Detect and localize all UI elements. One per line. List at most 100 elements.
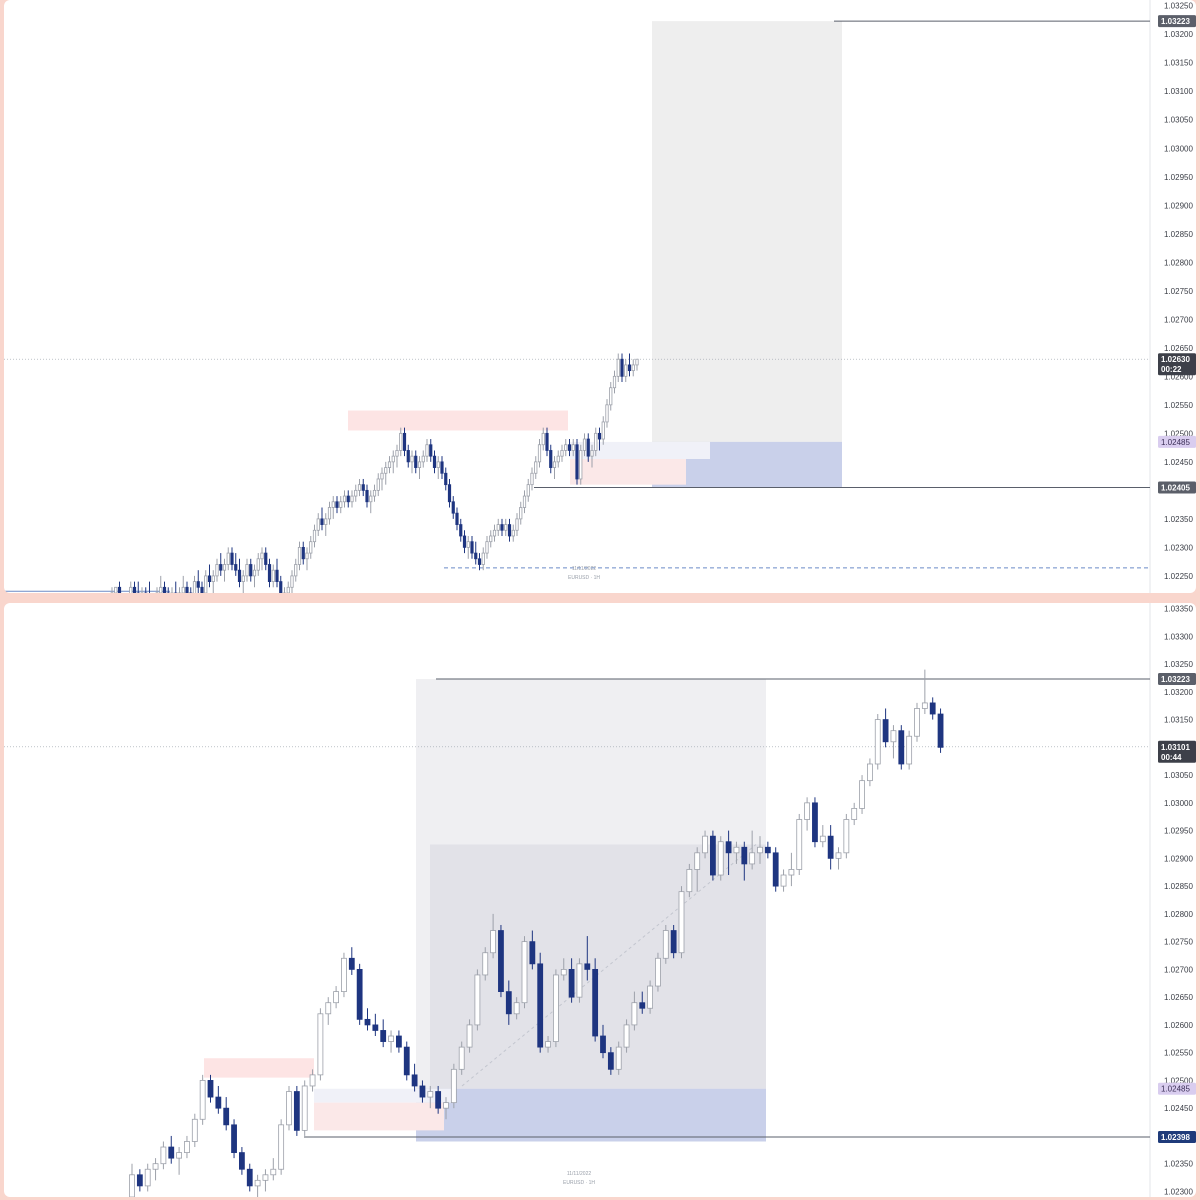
candle-bullish [609, 382, 613, 411]
candle-body [447, 484, 452, 503]
candle-body [278, 1124, 285, 1170]
candle-body [136, 1174, 143, 1187]
candle-body [162, 586, 167, 593]
candle-body [129, 1174, 135, 1197]
candle-body [267, 564, 272, 582]
candle-body [435, 1091, 442, 1109]
candle-bullish [159, 575, 163, 593]
candle-body [192, 581, 197, 593]
candle-body [199, 1080, 206, 1120]
price-tick-label: 1.02850 [1164, 230, 1193, 239]
candle-body [655, 957, 661, 987]
candle-bearish [293, 1085, 300, 1136]
candle-bearish [364, 1008, 371, 1031]
candle-bullish [282, 587, 287, 593]
candle-body [356, 968, 363, 1020]
candle-bullish [576, 958, 583, 1003]
candle-body [505, 991, 512, 1015]
candle-body [168, 1146, 175, 1159]
candle-bullish [286, 581, 290, 593]
candle-body [579, 450, 583, 480]
candle-bearish [772, 847, 779, 892]
candle-bearish [200, 581, 204, 593]
candle-bearish [414, 450, 418, 474]
candle-body [350, 495, 354, 503]
candle-body [309, 541, 313, 554]
candle-bearish [365, 484, 369, 508]
candle-body [843, 819, 850, 854]
candle-bullish [605, 399, 609, 428]
candle-body [470, 541, 474, 554]
candle-body [481, 552, 485, 565]
candle-bullish [560, 444, 564, 462]
candle-bullish [481, 547, 485, 571]
candle-body [185, 586, 189, 593]
candle-body [788, 869, 795, 876]
candle-body [929, 702, 936, 715]
candle-bearish [627, 353, 632, 377]
price-tick-label: 1.03150 [1164, 716, 1193, 725]
candle-body [339, 501, 343, 508]
candle-body [403, 1046, 410, 1076]
candle-body [678, 891, 685, 954]
candle-body [594, 432, 598, 451]
candle-bearish [929, 697, 936, 720]
candle-bullish [177, 587, 182, 593]
candle-body [402, 432, 407, 451]
candle-bullish [144, 1163, 151, 1192]
candle-bearish [507, 518, 512, 542]
candle-bullish [170, 587, 174, 593]
candle-bullish [819, 825, 826, 848]
candlestick-chart-bottom[interactable]: 1.03350 1.03300 1.03250 1.03200 1.03150 1.031… [4, 603, 1196, 1197]
candle-bullish [485, 535, 489, 559]
candle-body [485, 541, 489, 554]
candle-bullish [496, 518, 500, 536]
candle-body [414, 455, 418, 468]
price-tick-label: 1.02250 [1164, 572, 1193, 581]
candle-bullish [333, 986, 340, 1009]
candle-bearish [586, 433, 590, 462]
candle-body [309, 1074, 316, 1087]
candle-body [851, 808, 858, 820]
candle-bullish [450, 1063, 457, 1109]
candle-bullish [492, 524, 497, 542]
candle-bullish [372, 484, 377, 502]
price-tag-label: 1.02405 [1161, 484, 1190, 493]
candle-body [305, 552, 309, 560]
candle-body [260, 552, 264, 560]
candle-bullish [324, 513, 328, 536]
candle-body [270, 1168, 277, 1176]
price-tick-label: 1.03050 [1164, 116, 1193, 125]
candle-bullish [192, 575, 197, 593]
price-tick-label: 1.02450 [1164, 1104, 1193, 1113]
candle-body [372, 1024, 379, 1031]
candle-body [474, 552, 478, 560]
chart-panel-bottom[interactable]: 1.03350 1.03300 1.03250 1.03200 1.03150 1.031… [4, 603, 1196, 1197]
candle-bullish [749, 830, 756, 870]
candle-bearish [168, 1135, 175, 1164]
candle-body [395, 1035, 402, 1048]
candle-bearish [237, 558, 242, 588]
candle-bullish [489, 530, 493, 548]
candle-bullish [867, 758, 873, 787]
candle-body [342, 495, 347, 503]
candle-body [256, 558, 260, 571]
price-tick-label: 1.02350 [1164, 1160, 1193, 1169]
price-tag [1158, 435, 1196, 448]
candlestick-chart-top[interactable]: 1.03250 1.03200 1.03150 1.03100 1.03050 1.030… [4, 0, 1196, 593]
chart-panel-top[interactable]: 1.03250 1.03200 1.03150 1.03100 1.03050 1.030… [4, 0, 1196, 593]
candle-bearish [411, 1063, 418, 1092]
candle-body [297, 546, 302, 565]
candle-body [835, 852, 842, 859]
candle-bearish [189, 587, 193, 593]
order-block-box [314, 1088, 454, 1103]
price-tick-label: 1.02500 [1164, 429, 1193, 438]
order-block-box [570, 441, 710, 460]
candle-bearish [207, 1074, 214, 1103]
candle-body [421, 455, 425, 463]
candle-body [348, 957, 355, 970]
candle-bullish [294, 558, 298, 582]
candle-bullish [635, 358, 639, 371]
candle-bearish [346, 490, 350, 508]
candle-body [331, 501, 335, 508]
